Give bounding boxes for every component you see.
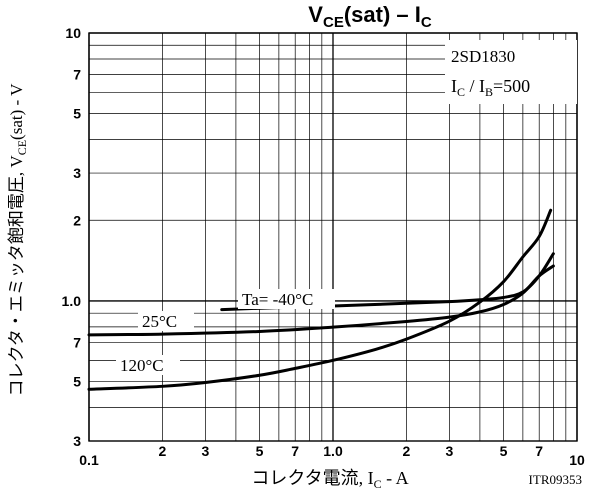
annotation-condition: IC / IB=500	[451, 76, 530, 99]
y-tick-label-5: 5	[73, 106, 81, 122]
x-tick-label-0-3: 3	[202, 443, 210, 459]
y-tick-label-0-3: 3	[73, 433, 81, 449]
y-tick-label-2: 2	[73, 212, 81, 228]
x-axis-title: コレクタ電流, IC - A	[251, 468, 408, 490]
annotation-part-number: 2SD1830	[451, 47, 515, 66]
x-tick-label-7: 7	[535, 443, 543, 459]
annotation-background	[445, 40, 577, 104]
y-tick-label-0-7: 7	[73, 334, 81, 350]
series-line-25	[87, 264, 555, 337]
y-tick-label-3: 3	[73, 165, 81, 181]
x-tick-label-3: 3	[446, 443, 454, 459]
x-tick-label-0-2: 2	[159, 443, 167, 459]
series-line-120	[87, 208, 553, 391]
series-label-background-120	[116, 355, 180, 375]
y-tick-label-0-5: 5	[73, 374, 81, 390]
x-tick-label-0-1: 0.1	[79, 452, 99, 468]
x-tick-label-10: 10	[569, 452, 585, 468]
y-tick-labels: 3 5 7 1.0 2 3 5 7 10	[62, 25, 82, 449]
y-axis-title: コレクタ・エミッタ飽和電圧, VCE(sat) - V	[7, 83, 29, 397]
y-tick-label-1: 1.0	[62, 293, 82, 309]
chart-title: VCE(sat) – IC	[308, 2, 432, 31]
series-label-minus40: Ta= -40°C	[242, 290, 313, 309]
x-tick-label-0-7: 7	[291, 443, 299, 459]
x-tick-label-0-5: 5	[256, 443, 264, 459]
x-tick-label-2: 2	[403, 443, 411, 459]
series-label-120: 120°C	[120, 356, 164, 375]
series-label-25: 25°C	[142, 312, 177, 331]
y-tick-label-10: 10	[65, 25, 81, 41]
series-label-background-minus40	[238, 289, 335, 309]
x-tick-labels: 0.1 2 3 5 7 1.0 2 3 5 7 10	[79, 443, 585, 468]
y-tick-label-7: 7	[73, 67, 81, 83]
plot-frame	[88, 32, 578, 442]
x-tick-label-1: 1.0	[323, 443, 343, 459]
series-label-background-25	[138, 311, 194, 331]
figure-id: ITR09353	[529, 472, 582, 487]
x-tick-label-5: 5	[500, 443, 508, 459]
